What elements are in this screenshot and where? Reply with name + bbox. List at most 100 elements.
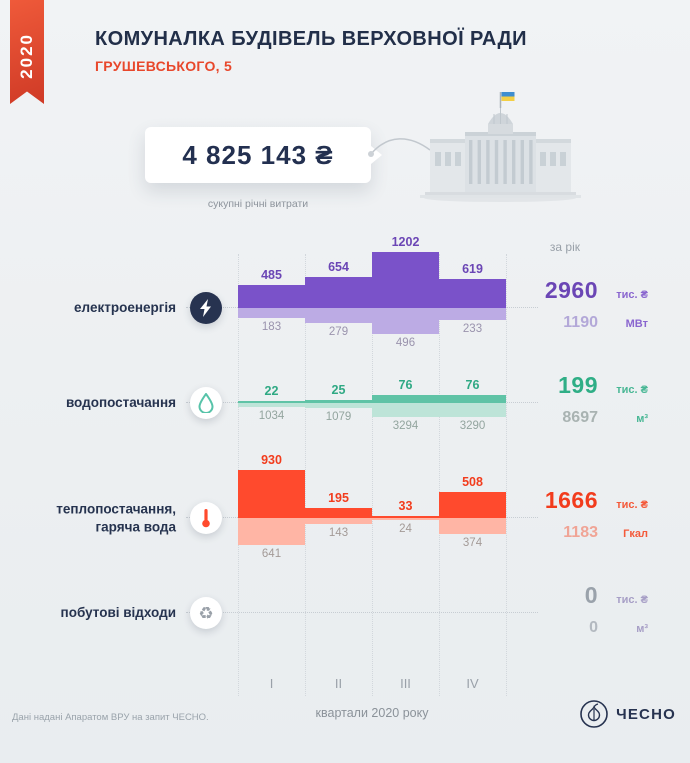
row-baseline (186, 612, 538, 613)
logo-text: ЧЕСНО (616, 705, 676, 723)
cost-value-label: 619 (462, 262, 483, 276)
usage-value-label: 641 (261, 548, 282, 560)
usage-bar (305, 308, 372, 323)
droplet-icon (190, 387, 222, 419)
quarter-column: 76 3294 (372, 325, 439, 455)
grid-line (372, 254, 373, 696)
annual-cost-value: 0 (584, 582, 598, 608)
annual-usage-value: 8697 (562, 409, 598, 426)
page-header: КОМУНАЛКА БУДІВЕЛЬ ВЕРХОВНОЇ РАДИ ГРУШЕВ… (95, 28, 527, 74)
usage-bar (372, 403, 439, 417)
row-label: водопостачання (65, 395, 176, 411)
parliament-building-illustration (420, 92, 581, 202)
annual-usage-unit: м³ (636, 623, 648, 635)
quarter-column: 485 183 (238, 230, 305, 360)
quarter-bars: 22 1034 25 1079 76 3294 76 3290 (238, 325, 506, 455)
total-amount: 4 825 143 ₴ (182, 139, 334, 170)
usage-value-label: 3294 (392, 420, 419, 432)
cost-bar (372, 252, 439, 308)
cost-value-label: 76 (398, 378, 413, 392)
quarter-column: 930 641 (238, 440, 305, 570)
connector-line (368, 138, 431, 157)
cost-bar (305, 508, 372, 518)
row-label: теплопостачання, гаряча вода (56, 501, 176, 534)
annual-cost-unit: тис. ₴ (616, 289, 648, 301)
quarter-tick: II (334, 676, 343, 691)
quarter-column: 195 143 (305, 440, 372, 570)
garlic-icon (580, 700, 608, 728)
usage-value-label: 3290 (459, 420, 486, 432)
annual-cost-unit: тис. ₴ (616, 594, 648, 606)
row-label: побутові відходи (60, 605, 176, 621)
usage-bar (372, 308, 439, 334)
quarter-bars: 930 641 195 143 33 24 508 374 (238, 440, 506, 570)
quarter-bars: 485 183 654 279 1202 496 619 233 (238, 230, 506, 360)
cost-value-label: 76 (465, 378, 480, 392)
usage-value-label: 279 (328, 326, 349, 338)
year-label: 2020 (17, 33, 36, 79)
page-subtitle: ГРУШЕВСЬКОГО, 5 (95, 58, 233, 74)
quarter-column: 33 24 (372, 440, 439, 570)
usage-value-label: 1034 (258, 410, 285, 422)
recycle-icon: ♻ (190, 597, 222, 629)
lightning-icon (190, 292, 222, 324)
cost-bar (372, 395, 439, 403)
cost-value-label: 25 (331, 383, 346, 397)
quarter-column: 508 374 (439, 440, 506, 570)
row-label: електроенергія (74, 300, 176, 316)
annual-usage-unit: МВт (625, 318, 648, 330)
grid-line (506, 254, 507, 696)
flag-yellow-stripe (501, 96, 515, 101)
cost-value-label: 485 (261, 268, 282, 282)
cost-value-label: 22 (264, 384, 279, 398)
usage-bar (439, 518, 506, 534)
thermometer-icon (190, 502, 222, 534)
annual-cost-value: 1666 (544, 487, 598, 513)
annual-cost-unit: тис. ₴ (616, 384, 648, 396)
annual-usage-unit: Гкал (623, 528, 648, 540)
usage-value-label: 1079 (325, 411, 352, 423)
annual-summary: 0 тис. ₴ 0 м³ (520, 535, 648, 665)
usage-bar (372, 518, 439, 520)
cost-bar (439, 395, 506, 403)
cost-bar (305, 277, 372, 308)
usage-bar (439, 403, 506, 417)
quarter-column: 22 1034 (238, 325, 305, 455)
usage-value-label: 24 (399, 523, 412, 535)
usage-value-label: 374 (462, 537, 483, 549)
usage-bar (305, 518, 372, 524)
cost-value-label: 930 (261, 453, 282, 467)
x-axis-label: квартали 2020 року (315, 706, 429, 720)
quarter-column: 25 1079 (305, 325, 372, 455)
annual-usage-unit: м³ (636, 413, 648, 425)
cost-bar (238, 470, 305, 518)
page-title: КОМУНАЛКА БУДІВЕЛЬ ВЕРХОВНОЇ РАДИ (95, 28, 527, 50)
flag-blue-stripe (501, 92, 515, 97)
annual-usage-value: 0 (589, 619, 598, 636)
grid-line (305, 254, 306, 696)
cost-value-label: 195 (328, 491, 349, 505)
annual-cost-unit: тис. ₴ (616, 499, 648, 511)
usage-bar (238, 403, 305, 407)
row-electricity: електроенергія 485 183 654 279 1202 496 619 233… (0, 230, 690, 360)
usage-bar (238, 518, 305, 545)
row-heating: теплопостачання, гаряча вода 930 641 195 14… (0, 440, 690, 570)
annual-summary: 2960 тис. ₴ 1190 МВт (520, 230, 648, 360)
cost-bar (439, 492, 506, 518)
quarter-axis: I II III IV (238, 676, 506, 691)
annual-usage-value: 1183 (563, 524, 598, 541)
annual-cost-value: 2960 (544, 277, 598, 303)
quarter-tick: I (269, 676, 274, 691)
cost-value-label: 1202 (391, 235, 420, 249)
quarter-column: 619 233 (439, 230, 506, 360)
usage-value-label: 496 (395, 337, 416, 349)
per-year-label: за рік (549, 240, 580, 254)
row-waste: побутові відходи ♻ 0 тис. ₴ 0 м³ (0, 535, 690, 665)
usage-value-label: 143 (328, 527, 349, 539)
quarter-bars (238, 535, 506, 665)
usage-value-label: 233 (462, 323, 483, 335)
cost-bar (305, 400, 372, 403)
cost-bar (372, 516, 439, 518)
source-note: Дані надані Апаратом ВРУ на запит ЧЕСНО. (12, 712, 209, 723)
